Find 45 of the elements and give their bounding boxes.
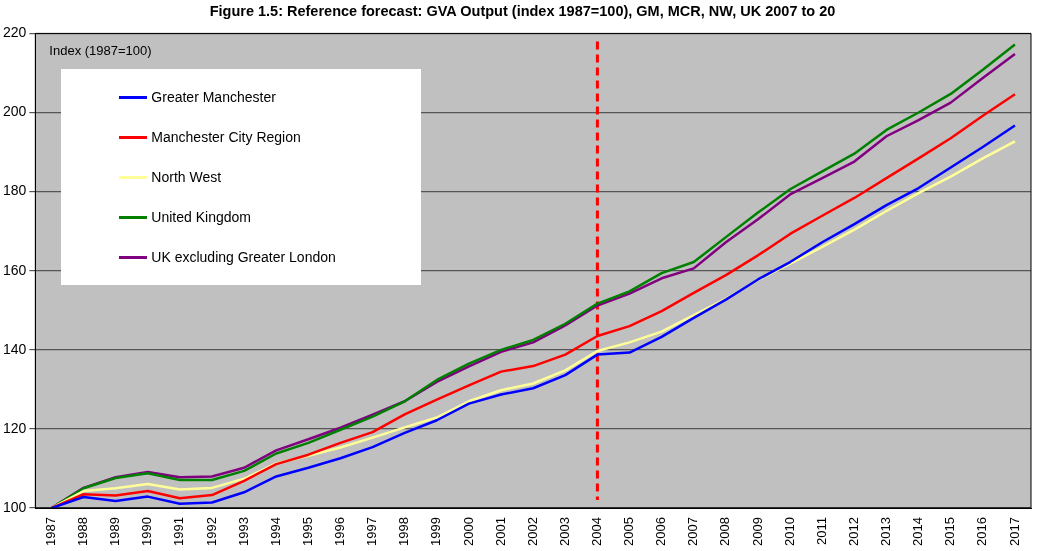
x-tick-label: 1994 [267, 517, 283, 546]
x-tick-label: 1989 [107, 517, 123, 546]
x-tick-label: 1992 [203, 517, 219, 546]
x-tick-label: 2015 [942, 517, 958, 546]
x-tick-label: 2003 [556, 517, 572, 546]
legend-label: Greater Manchester [151, 89, 276, 106]
chart-title: Figure 1.5: Reference forecast: GVA Output (index 1987=100), GM, MCR, NW, UK 2007 to 20 [208, 2, 837, 21]
x-tick-label: 2000 [460, 517, 476, 546]
x-tick-label: 1997 [364, 517, 380, 546]
x-tick-label: 2006 [653, 517, 669, 546]
x-tick-label: 2014 [910, 517, 926, 546]
x-tick-label: 2013 [878, 517, 894, 546]
y-tick-label: 220 [3, 24, 27, 41]
x-tick-label: 2005 [621, 517, 637, 546]
x-tick-label: 2017 [1006, 517, 1022, 546]
x-tick-label: 2002 [524, 517, 540, 546]
y-tick-label: 200 [3, 103, 27, 120]
y-tick-label: 120 [3, 419, 27, 436]
x-tick-label: 2012 [845, 517, 861, 546]
legend-label: United Kingdom [151, 209, 251, 226]
legend-label: Manchester City Region [151, 129, 301, 146]
y-tick-label: 160 [3, 261, 27, 278]
x-tick-label: 2007 [685, 517, 701, 546]
x-tick-label: 1987 [43, 517, 58, 546]
legend-label: UK excluding Greater London [151, 249, 336, 266]
x-tick-label: 1998 [396, 517, 412, 546]
y-tick-label: 100 [3, 498, 27, 515]
y-tick-label: 180 [3, 182, 27, 199]
x-tick-label: 1993 [235, 517, 251, 546]
x-tick-label: 1991 [171, 517, 187, 546]
x-tick-label: 1990 [139, 517, 155, 546]
x-tick-label: 2010 [781, 517, 797, 546]
x-tick-label: 1996 [332, 517, 348, 546]
x-tick-label: 2008 [717, 517, 733, 546]
x-tick-label: 1999 [428, 517, 444, 546]
legend-label: North West [151, 169, 222, 186]
y-tick-label: 140 [3, 340, 27, 357]
x-tick-label: 2011 [813, 517, 829, 546]
x-tick-label: 1995 [299, 517, 315, 546]
x-tick-label: 1988 [75, 517, 91, 546]
x-tick-label: 2016 [974, 517, 990, 546]
x-tick-label: 2001 [492, 517, 508, 546]
x-tick-label: 2004 [588, 517, 604, 546]
x-tick-label: 2009 [749, 517, 765, 546]
y-axis-title: Index (1987=100) [49, 43, 152, 59]
